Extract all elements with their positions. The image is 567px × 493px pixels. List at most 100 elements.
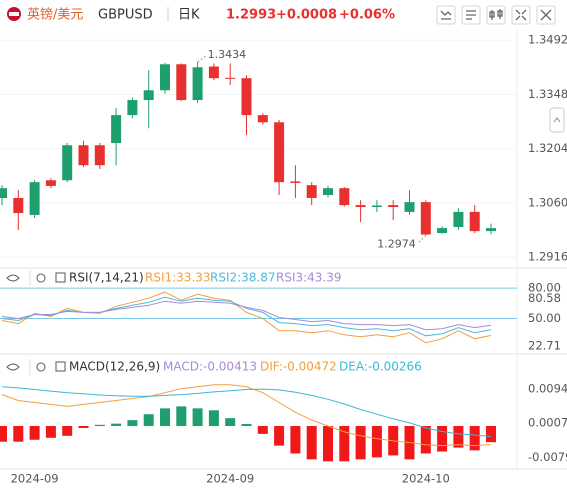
gear-icon[interactable]	[36, 362, 46, 372]
change: +0.0008	[276, 8, 337, 23]
candle-body	[160, 64, 170, 91]
tool-button[interactable]	[436, 5, 456, 25]
high-annotation: 1.3434	[208, 48, 247, 61]
macd-bar	[453, 426, 464, 448]
period[interactable]: 日K	[178, 8, 200, 23]
candle-body	[388, 205, 399, 208]
candle-body	[339, 188, 350, 206]
annotation-line	[417, 234, 427, 244]
macd-bar	[192, 408, 203, 427]
tool-icon	[466, 10, 476, 20]
symbol: GBPUSD	[98, 8, 153, 23]
candle-body	[437, 228, 448, 233]
candle-body	[274, 122, 285, 183]
panel-icon[interactable]	[55, 361, 66, 372]
y-tick-label: 1.2916	[528, 250, 567, 264]
macd-label: MACD:-0.00413	[163, 360, 257, 374]
macd-bar	[111, 423, 122, 427]
candle-body	[486, 228, 496, 232]
macd-bar	[257, 426, 268, 434]
macd-bar	[355, 426, 366, 460]
flag-icon-stripe	[9, 12, 19, 16]
macd-bar	[94, 424, 105, 427]
candle-body	[78, 145, 89, 166]
x-tick-label: 2024-09	[11, 472, 59, 486]
macd-bar	[323, 426, 333, 462]
macd-title: MACD(12,26,9)	[69, 360, 160, 374]
candle-body	[420, 202, 431, 235]
low-annotation: 1.2974	[377, 237, 416, 250]
macd-line	[1, 384, 492, 447]
rsi-line	[1, 296, 492, 337]
macd-bar	[469, 426, 480, 451]
eye-icon[interactable]	[6, 363, 20, 371]
candle-body	[371, 205, 382, 208]
macd-line	[1, 386, 492, 437]
candle-body	[94, 145, 105, 166]
y-tick-label: 0.00075	[528, 416, 567, 430]
macd-bar	[274, 426, 285, 446]
y-tick-label: 1.3348	[528, 87, 567, 101]
candle-body	[143, 90, 154, 101]
tool-button[interactable]	[486, 5, 506, 25]
candle-body	[404, 202, 415, 212]
y-tick-label: 0.00949	[528, 381, 567, 395]
candle-body	[45, 180, 56, 186]
candle-body	[257, 115, 268, 123]
candle-body	[62, 145, 73, 181]
candle-body	[127, 100, 138, 116]
rsi-title: RSI(7,14,21)	[69, 271, 144, 285]
rsi-line	[1, 300, 492, 331]
y-tick-label: 50.00	[528, 311, 561, 325]
candle-body	[176, 64, 187, 101]
candle-body	[192, 67, 203, 101]
macd-bar	[45, 426, 56, 438]
candle-body	[241, 78, 252, 116]
macd-bar	[486, 426, 496, 443]
macd-bar	[0, 426, 7, 442]
macd-bar	[339, 426, 350, 462]
tool-button[interactable]	[536, 5, 556, 25]
macd-bar	[241, 424, 252, 427]
candle-body	[469, 211, 480, 232]
macd-bar	[420, 426, 431, 454]
rsi2-label: RSI2:38.87	[210, 271, 276, 285]
candle-body	[0, 188, 7, 198]
y-tick-label: 80.58	[528, 291, 561, 305]
macd-bar	[208, 410, 219, 427]
tool-icon	[515, 9, 527, 21]
macd-bar	[127, 420, 138, 427]
macd-bar	[78, 426, 89, 428]
rsi1-label: RSI1:33.33	[145, 271, 211, 285]
macd-bar	[160, 408, 170, 427]
y-tick-label: 1.3492	[528, 33, 567, 47]
tool-button[interactable]	[461, 5, 481, 25]
candle-body	[323, 188, 333, 195]
candle-body	[208, 66, 219, 79]
panel-icon[interactable]	[55, 272, 66, 283]
change-pct: +0.06%	[339, 8, 395, 23]
eye-icon[interactable]	[6, 274, 20, 282]
y-tick-label: 80.00	[528, 281, 561, 295]
candle-body	[290, 181, 301, 183]
side-button[interactable]	[549, 107, 565, 133]
annotation-line	[197, 55, 206, 63]
pair-title: 英镑/美元	[27, 7, 83, 23]
tool-icon	[540, 9, 552, 21]
macd-bar	[176, 406, 187, 427]
rsi3-label: RSI3:43.39	[276, 271, 342, 285]
y-tick-label: 1.3204	[528, 141, 567, 155]
macd-bar	[29, 426, 40, 440]
side-icon	[553, 117, 561, 123]
macd-bar	[306, 426, 317, 460]
macd-bar	[371, 426, 382, 458]
tool-button[interactable]	[511, 5, 531, 25]
gear-icon[interactable]	[36, 273, 46, 283]
candle-body	[111, 115, 122, 143]
y-tick-label: -0.00798	[528, 450, 567, 464]
candle-body	[29, 182, 40, 215]
macd-bar	[143, 414, 154, 427]
tool-icon	[440, 10, 452, 20]
